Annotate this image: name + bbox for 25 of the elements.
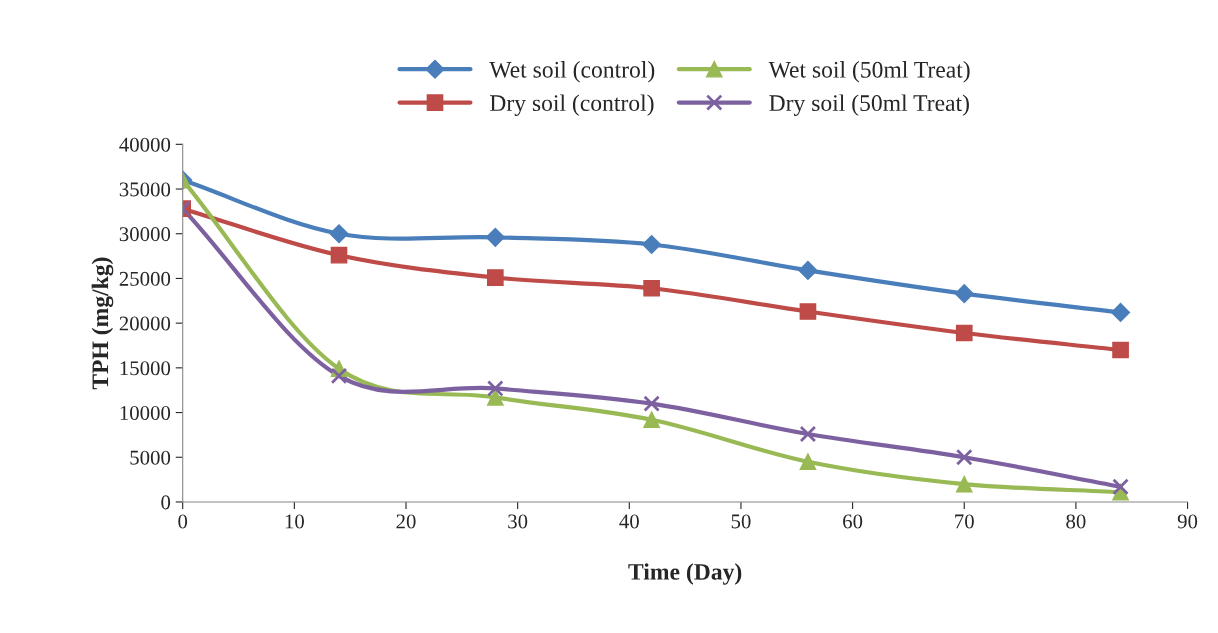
y-tick-label: 40000 <box>119 137 171 152</box>
x-tick-label: 80 <box>1066 514 1086 529</box>
x-tick-label: 50 <box>731 514 751 529</box>
x-tick-label: 90 <box>1177 514 1198 529</box>
y-tick-label: 15000 <box>120 361 171 376</box>
y-tick-label: 25000 <box>119 271 171 286</box>
x-axis-title: Time (Day) <box>628 563 742 585</box>
legend-label: Dry soil (control) <box>489 94 654 116</box>
y-tick-label: 35000 <box>119 182 171 197</box>
y-tick-label: 10000 <box>120 405 171 420</box>
x-tick-label: 40 <box>619 514 639 529</box>
y-axis-title: TPH (mg/kg) <box>91 257 114 390</box>
legend-label: Dry soil (50ml Treat) <box>769 94 969 116</box>
y-tick-label: 30000 <box>119 227 171 242</box>
y-tick-label: 20000 <box>119 316 171 331</box>
x-tick-label: 0 <box>178 514 188 529</box>
x-tick-label: 60 <box>843 514 863 529</box>
x-tick-label: 30 <box>508 514 528 529</box>
y-tick-label: 0 <box>161 495 171 510</box>
x-tick-label: 70 <box>955 514 974 529</box>
x-tick-label: 10 <box>285 514 304 529</box>
y-tick-label: 5000 <box>130 450 171 465</box>
x-tick-label: 20 <box>396 514 416 529</box>
legend-label: Wet soil (50ml Treat) <box>768 61 970 83</box>
legend-label: Wet soil (control) <box>489 61 655 83</box>
